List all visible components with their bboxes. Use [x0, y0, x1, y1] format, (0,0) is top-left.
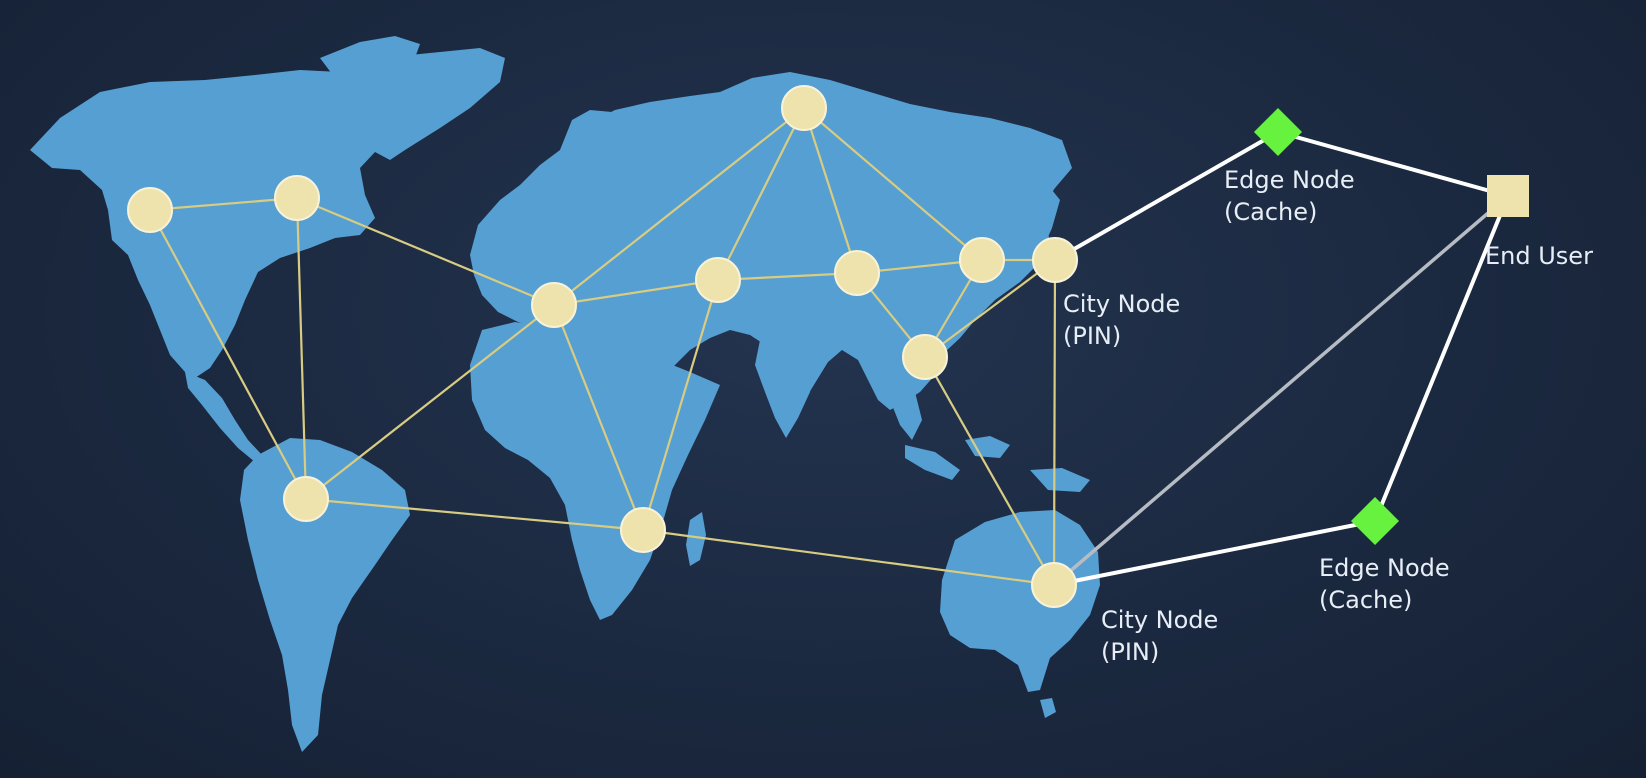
link-australia-to-end-user	[1052, 194, 1510, 587]
link-middle-east-to-central-asia	[717, 271, 858, 282]
continent-south-america	[240, 438, 410, 752]
link-north-russia-to-central-asia	[802, 107, 859, 274]
city-node-east-asia	[959, 237, 1005, 283]
link-na-west-to-south-america	[149, 209, 307, 500]
end-user-label-line1: End User	[1485, 242, 1593, 270]
city-node-north-russia	[781, 85, 827, 131]
continent-eurasia	[470, 72, 1072, 410]
city-node-central-asia	[834, 250, 880, 296]
edge-node-bottom-label: Edge Node (Cache)	[1319, 552, 1450, 616]
end-user-label: End User	[1485, 240, 1593, 272]
continent-australia	[940, 510, 1100, 692]
city-node-south-america	[283, 476, 329, 522]
city-node-southeast-asia	[902, 334, 948, 380]
link-australia-to-edge-bottom	[1053, 519, 1376, 587]
link-na-east-to-europe-west	[296, 196, 555, 307]
city-node-south-africa	[620, 507, 666, 553]
city-node-bottom-label: City Node (PIN)	[1101, 604, 1218, 668]
island-indonesia-2	[965, 436, 1010, 458]
edge-node-bottom-label-line1: Edge Node	[1319, 554, 1450, 582]
city-node-australia	[1031, 562, 1077, 608]
link-north-russia-to-east-asia	[803, 107, 983, 261]
city-node-top-label: City Node (PIN)	[1063, 288, 1180, 352]
city-node-top-label-line2: (PIN)	[1063, 322, 1122, 350]
end-user-node-end-user	[1487, 175, 1529, 217]
link-japan-to-edge-top	[1054, 130, 1279, 262]
continent-africa	[470, 322, 720, 620]
link-south-america-to-europe-west	[305, 304, 555, 500]
continent-scandinavia	[560, 110, 622, 156]
city-node-bottom-label-line1: City Node	[1101, 606, 1219, 634]
city-node-na-east	[274, 175, 320, 221]
edge-node-top-label: Edge Node (Cache)	[1224, 164, 1355, 228]
continent-greenland	[320, 36, 420, 84]
link-south-africa-to-australia	[642, 528, 1055, 587]
city-node-europe-west	[531, 282, 577, 328]
city-node-middle-east	[695, 257, 741, 303]
link-japan-to-australia	[1052, 259, 1057, 586]
peninsula-southeast-asia	[880, 360, 922, 440]
continent-north-america	[30, 48, 505, 380]
city-node-na-west	[127, 187, 173, 233]
link-europe-west-to-south-africa	[552, 304, 645, 531]
island-japan	[1020, 185, 1060, 265]
island-indonesia-1	[905, 445, 960, 480]
link-middle-east-to-south-africa	[641, 279, 720, 531]
edge-node-top-label-line2: (Cache)	[1224, 198, 1318, 226]
edge-node-edge-top	[1253, 107, 1303, 157]
links-layer	[149, 107, 1510, 587]
island-madagascar	[686, 512, 706, 566]
city-node-japan	[1032, 237, 1078, 283]
link-southeast-asia-to-australia	[924, 356, 1055, 586]
island-tasmania	[1040, 698, 1056, 718]
link-na-east-to-south-america	[295, 197, 308, 500]
peninsula-india	[755, 340, 812, 438]
world-map-landmass	[30, 36, 1100, 752]
city-node-bottom-label-line2: (PIN)	[1101, 638, 1160, 666]
link-europe-west-to-north-russia	[553, 107, 805, 306]
link-north-russia-to-middle-east	[717, 107, 805, 281]
edge-node-bottom-label-line2: (Cache)	[1319, 586, 1413, 614]
edge-node-top-label-line1: Edge Node	[1224, 166, 1355, 194]
continent-central-america	[185, 372, 262, 462]
link-na-west-to-na-east	[149, 196, 298, 212]
link-japan-to-southeast-asia	[924, 259, 1056, 358]
link-edge-bottom-to-end-user	[1373, 195, 1510, 522]
link-europe-west-to-middle-east	[553, 278, 719, 307]
link-south-america-to-south-africa	[305, 497, 644, 532]
city-node-top-label-line1: City Node	[1063, 290, 1181, 318]
edge-node-edge-bottom	[1350, 496, 1400, 546]
island-new-guinea	[1030, 468, 1090, 492]
link-edge-top-to-end-user	[1277, 130, 1509, 198]
